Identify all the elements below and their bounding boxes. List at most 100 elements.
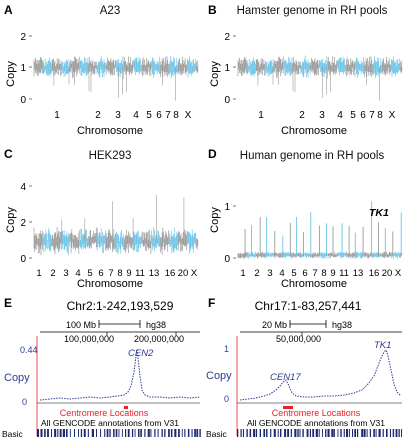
svg-text:16: 16 <box>165 268 176 279</box>
svg-text:3: 3 <box>267 268 272 279</box>
panel-e-coord2: 200,000,000 <box>134 334 184 344</box>
panel-a-plot: Copy 2 1 0 1 2 3 4 5 6 7 8 X Chromosome <box>5 32 199 137</box>
panel-e-region: Chr2:1-242,193,529 <box>67 299 174 313</box>
svg-text:X: X <box>395 268 402 279</box>
panel-e-ybottom: 0 <box>22 397 27 407</box>
svg-text:4: 4 <box>75 268 80 279</box>
panel-b-xticks: 1 2 3 4 5 6 7 8 X <box>258 110 395 121</box>
panel-f-scale: 20 Mb <box>262 320 287 330</box>
panel-a-trace <box>33 55 199 101</box>
panel-e-scale: 100 Mb <box>66 320 96 330</box>
svg-text:2: 2 <box>95 110 101 121</box>
panel-f-track2: All GENCODE annotations from V31 <box>247 418 385 428</box>
panel-b-ytick-2: 2 <box>224 32 230 43</box>
panel-f-region: Chr17:1-83,257,441 <box>255 299 362 313</box>
panel-d-tk1-annotation: TK1 <box>369 207 389 219</box>
panel-b-plot: Copy 2 1 0 1 2 3 4 5 6 7 8 X Chromosome <box>209 32 403 137</box>
panel-c-xlabel: Chromosome <box>77 278 143 288</box>
svg-text:5: 5 <box>87 268 92 279</box>
svg-text:7: 7 <box>165 110 171 121</box>
svg-text:7: 7 <box>312 268 317 279</box>
panel-f-peak-label-tk1: TK1 <box>374 340 391 351</box>
svg-text:6: 6 <box>98 268 103 279</box>
panel-b-ylabel: Copy <box>209 61 221 87</box>
svg-text:8: 8 <box>321 268 326 279</box>
panel-c-ytick-2: 2 <box>20 218 26 229</box>
panel-f-label: F <box>208 296 216 310</box>
panel-e-coord1: 100,000,000 <box>64 334 114 344</box>
svg-text:3: 3 <box>115 110 121 121</box>
panel-d-ytick-0: 0 <box>224 254 230 265</box>
svg-text:16: 16 <box>369 268 380 279</box>
panel-e-ytop: 0.44 <box>20 345 38 355</box>
panel-c-xticks: 1 2 3 4 5 6 7 8 9 11 13 16 20 X <box>36 268 197 279</box>
panel-c-ytick-4: 4 <box>20 182 26 193</box>
panel-f-ylabel: Copy <box>206 370 232 382</box>
panel-d-plot: Copy 1 0 TK1 1 2 3 4 5 6 7 8 9 11 13 16 … <box>209 201 403 288</box>
svg-text:20: 20 <box>178 268 189 279</box>
panel-e-centromere-marker <box>124 406 128 409</box>
svg-text:5: 5 <box>350 110 356 121</box>
panel-f-centromere-marker <box>283 406 293 409</box>
panel-b-ytick-0: 0 <box>224 95 230 106</box>
panel-c-title: HEK293 <box>88 150 132 162</box>
panel-f-ybottom: 0 <box>224 394 229 404</box>
panel-e-peak-label: CEN2 <box>128 348 154 359</box>
panel-e-track3: Basic <box>2 429 24 439</box>
panel-f-browser: Chr17:1-83,257,441 20 Mb hg38 50,000,000… <box>206 299 402 439</box>
panel-e-track1: Centromere Locations <box>60 408 149 418</box>
svg-text:4: 4 <box>337 110 343 121</box>
svg-text:7: 7 <box>369 110 375 121</box>
panel-b-label: B <box>208 3 217 17</box>
panel-e-label: E <box>4 296 13 310</box>
panel-e-gene-track <box>37 429 201 437</box>
panel-d-xlabel: Chromosome <box>281 278 347 288</box>
svg-text:3: 3 <box>319 110 325 121</box>
svg-text:9: 9 <box>330 268 335 279</box>
panel-e-track2: All GENCODE annotations from V31 <box>41 418 179 428</box>
svg-text:9: 9 <box>126 268 131 279</box>
panel-f-track1: Centromere Locations <box>272 408 361 418</box>
svg-text:11: 11 <box>339 268 349 279</box>
svg-text:8: 8 <box>173 110 179 121</box>
panel-f-coord1: 50,000,000 <box>276 334 321 344</box>
panel-a-ylabel: Copy <box>5 61 17 87</box>
svg-text:1: 1 <box>258 110 264 121</box>
panel-d-trace <box>237 201 403 259</box>
panel-f-assembly: hg38 <box>332 320 352 330</box>
panel-f-gene-track <box>237 429 402 437</box>
svg-text:2: 2 <box>254 268 259 279</box>
svg-text:13: 13 <box>353 268 364 279</box>
svg-text:5: 5 <box>146 110 152 121</box>
panel-e-coverage-line <box>39 349 201 401</box>
svg-text:2: 2 <box>50 268 55 279</box>
svg-text:2: 2 <box>299 110 305 121</box>
panel-e-ylabel: Copy <box>4 372 30 384</box>
panel-a-ytick-1: 1 <box>20 63 26 74</box>
svg-text:1: 1 <box>240 268 245 279</box>
panel-b-xlabel: Chromosome <box>281 125 347 137</box>
panel-a-xlabel: Chromosome <box>77 125 143 137</box>
svg-text:11: 11 <box>135 268 145 279</box>
svg-text:13: 13 <box>149 268 160 279</box>
panel-c-plot: Copy 4 2 0 1 2 3 4 5 6 7 8 9 11 13 16 20… <box>5 182 199 288</box>
svg-text:4: 4 <box>279 268 284 279</box>
svg-text:6: 6 <box>156 110 162 121</box>
svg-text:X: X <box>191 268 198 279</box>
svg-text:X: X <box>185 110 192 121</box>
panel-d-title: Human genome in RH pools <box>239 150 385 162</box>
panel-b-ytick-1: 1 <box>224 63 230 74</box>
svg-text:6: 6 <box>302 268 307 279</box>
svg-text:3: 3 <box>63 268 68 279</box>
panel-f-track3: Basic <box>206 429 228 439</box>
svg-text:5: 5 <box>291 268 296 279</box>
panel-e-browser: Chr2:1-242,193,529 100 Mb hg38 100,000,0… <box>2 299 201 439</box>
panel-f-peak-label: CEN17 <box>270 372 301 383</box>
panel-b-title: Hamster genome in RH pools <box>236 5 388 17</box>
svg-text:8: 8 <box>117 268 122 279</box>
panel-f-coverage-line <box>239 349 402 401</box>
panel-d-xticks: 1 2 3 4 5 6 7 8 9 11 13 16 20 X <box>240 268 401 279</box>
panel-f-ytop: 1 <box>224 344 229 354</box>
panel-b-trace <box>237 55 403 101</box>
panel-d-ylabel: Copy <box>209 207 221 233</box>
